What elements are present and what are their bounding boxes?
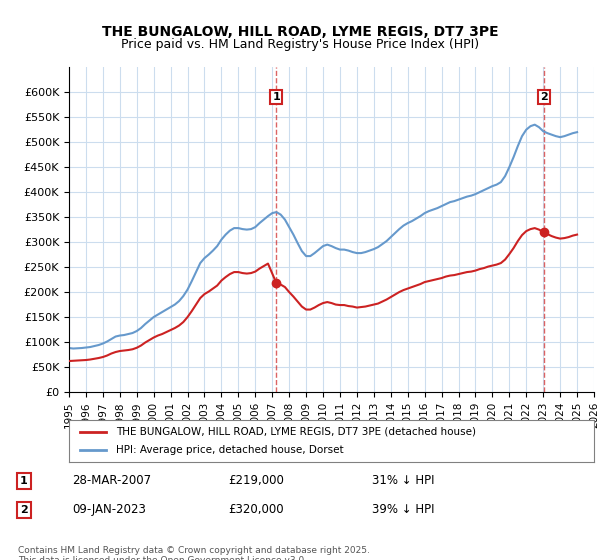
Text: 1: 1 [20, 476, 28, 486]
Text: 2: 2 [20, 505, 28, 515]
Text: Price paid vs. HM Land Registry's House Price Index (HPI): Price paid vs. HM Land Registry's House … [121, 38, 479, 51]
Text: 28-MAR-2007: 28-MAR-2007 [72, 474, 151, 487]
Text: £320,000: £320,000 [228, 503, 284, 516]
Text: 09-JAN-2023: 09-JAN-2023 [72, 503, 146, 516]
Text: THE BUNGALOW, HILL ROAD, LYME REGIS, DT7 3PE (detached house): THE BUNGALOW, HILL ROAD, LYME REGIS, DT7… [116, 427, 476, 437]
Text: 1: 1 [272, 92, 280, 102]
Text: 31% ↓ HPI: 31% ↓ HPI [372, 474, 434, 487]
Text: 39% ↓ HPI: 39% ↓ HPI [372, 503, 434, 516]
Text: HPI: Average price, detached house, Dorset: HPI: Average price, detached house, Dors… [116, 445, 344, 455]
Text: 2: 2 [540, 92, 548, 102]
Text: £219,000: £219,000 [228, 474, 284, 487]
Text: Contains HM Land Registry data © Crown copyright and database right 2025.
This d: Contains HM Land Registry data © Crown c… [18, 546, 370, 560]
Text: THE BUNGALOW, HILL ROAD, LYME REGIS, DT7 3PE: THE BUNGALOW, HILL ROAD, LYME REGIS, DT7… [101, 25, 499, 39]
